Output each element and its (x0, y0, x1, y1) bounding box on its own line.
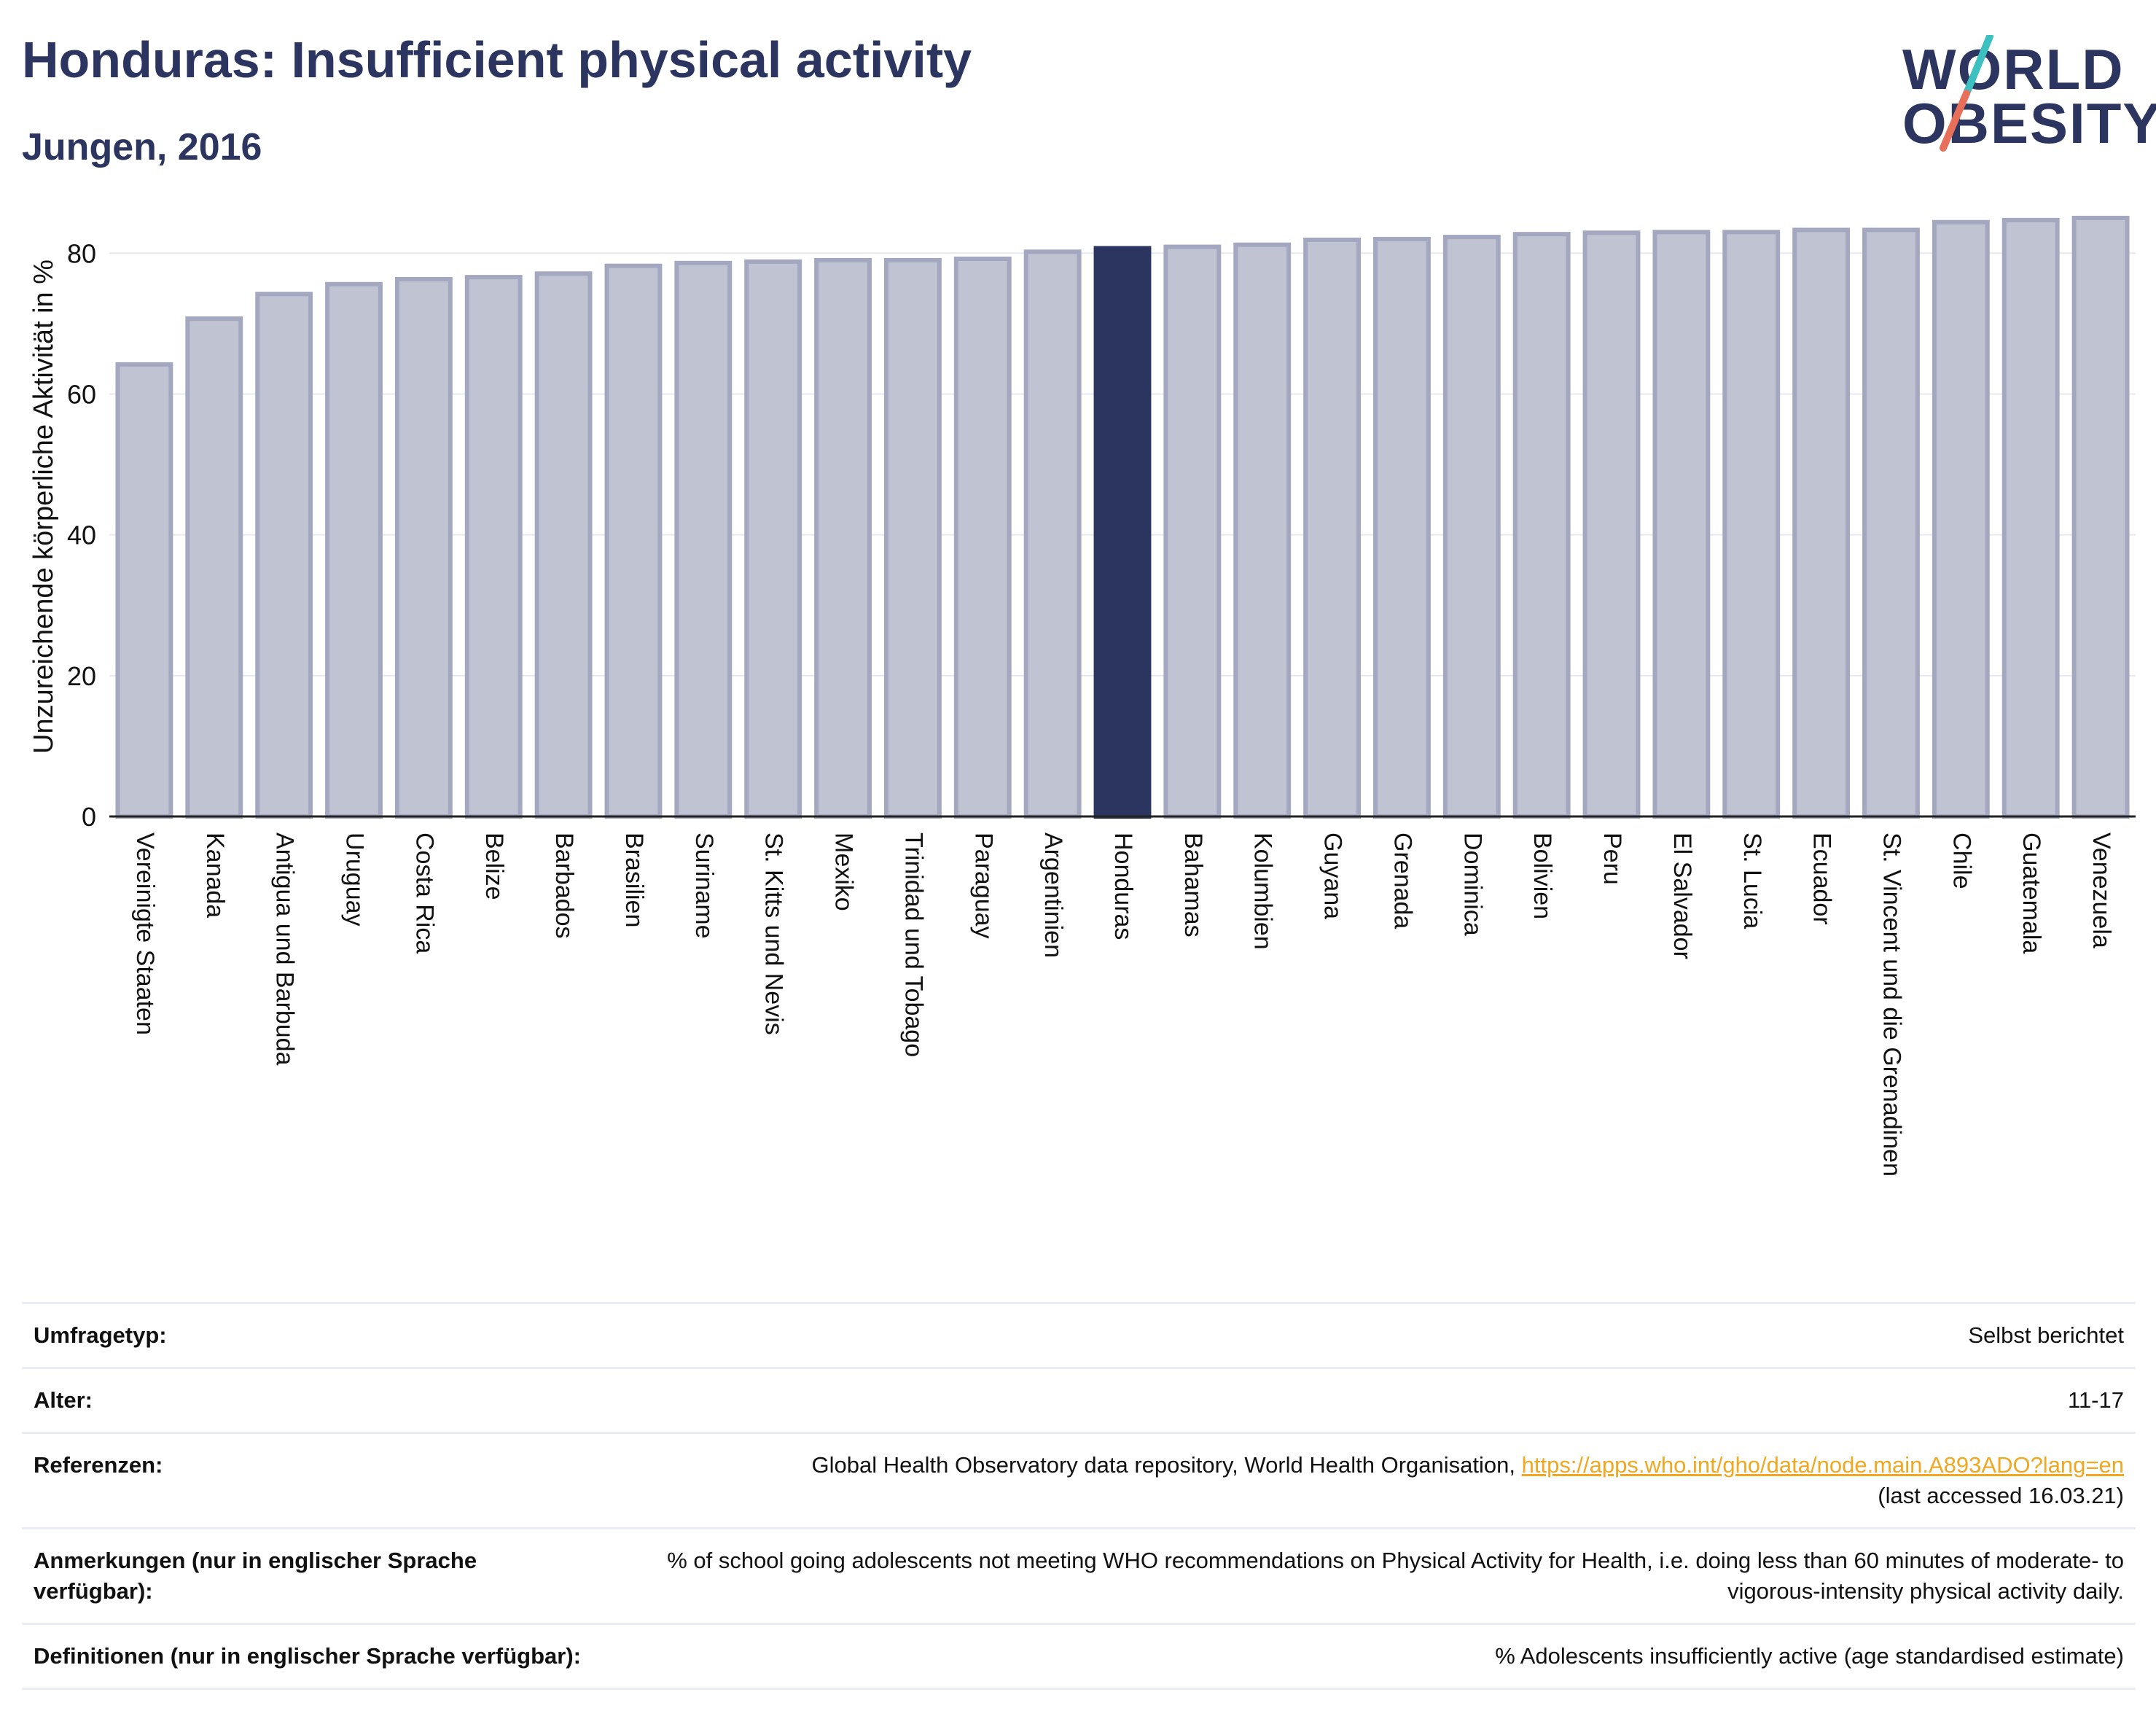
bar-chart: 0 20 40 60 80 Vereinigte Staaten Kanada Antigu… (28, 215, 2136, 1177)
x-tick-label: St. Vincent und die Grenadinen (1878, 833, 1905, 1177)
x-tick-label: Barbados (550, 833, 578, 939)
bar-barbados[interactable] (534, 271, 593, 819)
bar-guyana[interactable] (1303, 237, 1362, 819)
x-tick-label: Uruguay (341, 833, 369, 927)
bar-brasilien[interactable] (604, 263, 663, 819)
y-tick-label: 0 (82, 802, 96, 832)
bar-el-salvador[interactable] (1652, 230, 1711, 819)
bar-belize[interactable] (464, 275, 523, 819)
bar-kolumbien[interactable] (1233, 242, 1292, 819)
y-tick-label: 80 (67, 238, 96, 268)
info-row-definitions: Definitionen (nur in englischer Sprache … (22, 1623, 2136, 1690)
x-tick-label: Paraguay (969, 833, 997, 939)
x-tick-label: Mexiko (830, 833, 858, 911)
x-tick-label: St. Lucia (1738, 833, 1766, 929)
bar-uruguay[interactable] (325, 281, 383, 819)
info-label: Alter: (34, 1387, 93, 1413)
y-tick-label: 60 (67, 379, 96, 409)
x-tick-label: Antigua und Barbuda (271, 833, 299, 1066)
info-label: Umfragetyp: (34, 1322, 167, 1348)
x-tick-label: Vereinigte Staaten (131, 833, 159, 1035)
y-tick-label: 20 (67, 661, 96, 691)
bar-suriname[interactable] (674, 260, 733, 819)
info-row-references: Referenzen: Global Health Observatory da… (22, 1432, 2136, 1527)
bar-bolivien[interactable] (1512, 232, 1571, 819)
x-axis-ticks: Vereinigte Staaten Kanada Antigua und Barb… (131, 833, 2115, 1177)
bar-peru[interactable] (1582, 230, 1641, 819)
bar-kanada[interactable] (185, 316, 243, 819)
info-row-notes: Anmerkungen (nur in englischer Sprache v… (22, 1527, 2136, 1623)
x-tick-label: Brasilien (620, 833, 648, 927)
y-axis-label: Unzureichende körperliche Aktivität in % (28, 260, 59, 754)
bar-chile[interactable] (1932, 219, 1990, 819)
y-tick-label: 40 (67, 520, 96, 550)
bar-paraguay[interactable] (953, 257, 1012, 819)
x-tick-label: Kolumbien (1249, 833, 1277, 950)
bar-honduras[interactable] (1093, 246, 1152, 819)
reference-text: Global Health Observatory data repositor… (811, 1452, 1515, 1478)
info-label: Definitionen (nur in englischer Sprache … (34, 1643, 581, 1669)
reference-link[interactable]: https://apps.who.int/gho/data/node.main.… (1521, 1452, 2124, 1478)
bar-bahamas[interactable] (1163, 244, 1222, 819)
chart-subtitle: Jungen, 2016 (22, 126, 262, 168)
bar-argentinien[interactable] (1023, 249, 1082, 819)
info-label: Anmerkungen (nur in englischer Sprache v… (34, 1548, 477, 1604)
x-tick-label: Chile (1948, 833, 1975, 889)
info-row-survey-type: Umfragetyp: Selbst berichtet (22, 1302, 2136, 1367)
x-tick-label: Kanada (201, 833, 229, 918)
info-value: 11-17 (2068, 1387, 2124, 1413)
bar-costa-rica[interactable] (394, 277, 453, 819)
x-tick-label: Trinidad und Tobago (899, 833, 927, 1057)
info-value: % Adolescents insufficiently active (age… (1495, 1643, 2124, 1669)
x-tick-label: Honduras (1109, 833, 1137, 940)
info-table: Umfragetyp: Selbst berichtet Alter: 11-1… (22, 1302, 2136, 1690)
x-tick-label: Dominica (1458, 833, 1486, 936)
x-tick-label: Suriname (690, 833, 718, 939)
info-value: Global Health Observatory data repositor… (587, 1450, 2125, 1511)
x-tick-label: Argentinien (1039, 833, 1067, 958)
x-tick-label: Guyana (1319, 833, 1347, 919)
bar-vereinigte-staaten[interactable] (115, 362, 173, 819)
x-tick-label: Costa Rica (410, 833, 438, 954)
bar-venezuela[interactable] (2071, 215, 2130, 819)
x-tick-label: Bolivien (1528, 833, 1556, 919)
chart-bars (115, 215, 2130, 819)
bar-ecuador[interactable] (1792, 227, 1851, 819)
x-tick-label: Venezuela (2087, 833, 2115, 948)
bar-antigua-und-barbuda[interactable] (255, 292, 313, 819)
x-tick-label: Peru (1598, 833, 1626, 885)
chart-title: Honduras: Insufficient physical activity (22, 31, 972, 88)
info-value: % of school going adolescents not meetin… (667, 1548, 2124, 1604)
bar-st-vincent-und-die-grenadinen[interactable] (1862, 227, 1920, 819)
x-tick-label: St. Kitts und Nevis (760, 833, 788, 1035)
bar-mexiko[interactable] (814, 257, 872, 819)
y-axis-ticks: 0 20 40 60 80 (67, 238, 96, 832)
logo-slash-icon (1940, 35, 1993, 152)
logo-text-world: WORLD (1902, 37, 2125, 101)
x-tick-label: Belize (480, 833, 508, 900)
bar-guatemala[interactable] (2001, 217, 2060, 819)
bar-dominica[interactable] (1442, 235, 1501, 819)
info-row-age: Alter: 11-17 (22, 1367, 2136, 1432)
x-tick-label: Ecuador (1808, 833, 1836, 925)
x-tick-label: Grenada (1388, 833, 1416, 929)
bar-trinidad-und-tobago[interactable] (883, 257, 942, 819)
x-tick-label: Guatemala (2018, 833, 2045, 954)
x-tick-label: El Salvador (1668, 833, 1696, 959)
info-value: Selbst berichtet (1968, 1322, 2124, 1348)
world-obesity-logo: WORLD OBESITY (1902, 35, 2156, 159)
x-tick-label: Bahamas (1179, 833, 1207, 937)
bar-grenada[interactable] (1373, 236, 1431, 819)
reference-accessed: (last accessed 16.03.21) (1878, 1483, 2124, 1508)
info-label: Referenzen: (34, 1452, 163, 1478)
bar-st-kitts-und-nevis[interactable] (744, 259, 802, 819)
bar-st-lucia[interactable] (1722, 230, 1781, 819)
